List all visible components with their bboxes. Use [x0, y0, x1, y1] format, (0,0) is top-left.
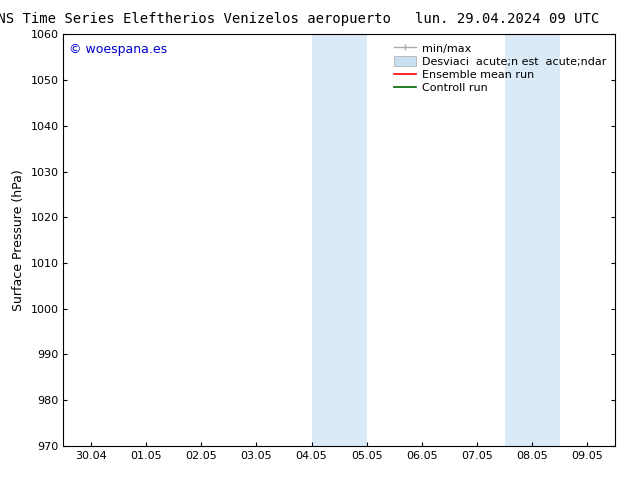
- Bar: [533, 34, 560, 446]
- Bar: [339, 34, 367, 446]
- Bar: [312, 34, 339, 446]
- Text: lun. 29.04.2024 09 UTC: lun. 29.04.2024 09 UTC: [415, 12, 599, 26]
- Y-axis label: Surface Pressure (hPa): Surface Pressure (hPa): [12, 169, 25, 311]
- Legend: min/max, Desviaci  acute;n est  acute;ndar, Ensemble mean run, Controll run: min/max, Desviaci acute;n est acute;ndar…: [391, 40, 609, 97]
- Text: ENS Time Series Eleftherios Venizelos aeropuerto: ENS Time Series Eleftherios Venizelos ae…: [0, 12, 391, 26]
- Text: © woespana.es: © woespana.es: [69, 43, 167, 55]
- Bar: [505, 34, 533, 446]
